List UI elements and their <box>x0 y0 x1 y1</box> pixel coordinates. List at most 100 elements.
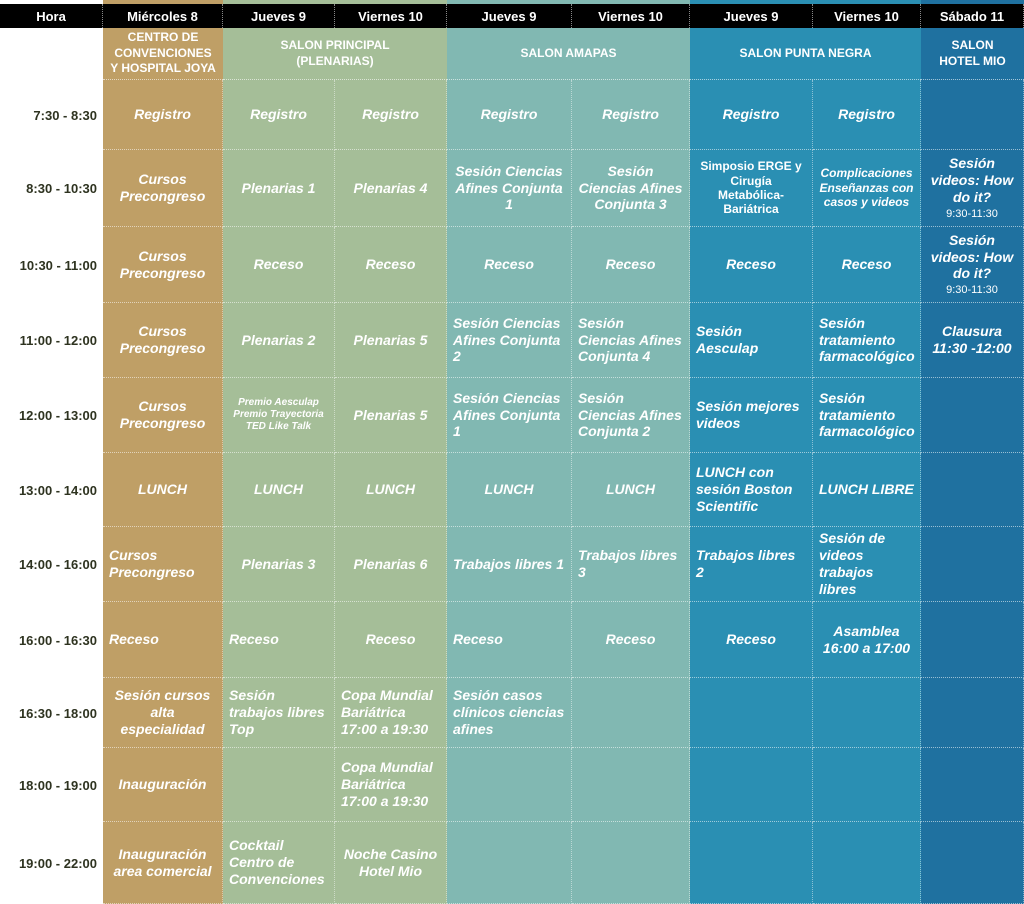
session-title: Receso <box>453 631 503 648</box>
session-title: Receso <box>726 256 776 273</box>
session-title: Registro <box>602 106 659 123</box>
session-cell <box>921 678 1024 748</box>
room-name: CENTRO DE CONVENCIONES Y HOSPITAL JOYA <box>103 28 223 80</box>
session-cell: LUNCH LIBRE <box>813 453 921 527</box>
session-cell <box>690 678 813 748</box>
session-cell: Clausura 11:30 -12:00 <box>921 303 1024 378</box>
session-cell: Receso <box>223 602 335 678</box>
session-cell: Asamblea 16:00 a 17:00 <box>813 602 921 678</box>
session-cell <box>813 748 921 822</box>
session-cell: Registro <box>447 80 572 150</box>
session-title: Registro <box>362 106 419 123</box>
session-title: Receso <box>109 631 159 648</box>
session-title: Sesión cursos alta especialidad <box>114 687 211 737</box>
room-name: SALON HOTEL MIO <box>921 28 1024 80</box>
session-title: LUNCH <box>484 481 534 498</box>
session-cell: Plenarias 2 <box>223 303 335 378</box>
session-title: Registro <box>838 106 895 123</box>
time-slot: 7:30 - 8:30 <box>33 107 97 123</box>
session-title: Plenarias 5 <box>353 406 428 423</box>
session-cell: LUNCH <box>103 453 223 527</box>
time-slot: 19:00 - 22:00 <box>18 855 97 871</box>
session-cell: LUNCH <box>447 453 572 527</box>
session-title: LUNCH <box>366 481 415 498</box>
session-cell: Plenarias 5 <box>335 378 447 453</box>
session-title: Sesión trabajos libres Top <box>229 687 325 737</box>
session-cell: Trabajos libres 2 <box>690 527 813 602</box>
time-slot: 8:30 - 10:30 <box>26 181 97 196</box>
session-time: 9:30-11:30 <box>946 284 998 297</box>
session-title: Plenarias 5 <box>353 331 428 348</box>
session-cell <box>223 748 335 822</box>
session-cell <box>921 453 1024 527</box>
session-title: Plenarias 1 <box>241 179 316 196</box>
session-cell: Registro <box>335 80 447 150</box>
session-cell <box>921 527 1024 602</box>
session-cell <box>572 748 690 822</box>
session-title: Registro <box>134 106 191 123</box>
header-day: Sábado 11 <box>921 4 1024 28</box>
session-title: Receso <box>365 631 416 648</box>
session-cell: Sesión videos: How do it? 9:30-11:30 <box>921 150 1024 227</box>
session-cell: Sesión Ciencias Afines Conjunta 2 <box>572 378 690 453</box>
time-slot: 16:00 - 16:30 <box>18 632 97 648</box>
session-cell: Plenarias 5 <box>335 303 447 378</box>
session-cell: LUNCH <box>572 453 690 527</box>
session-title: Receso <box>605 631 656 648</box>
session-title: Cursos Precongreso <box>119 247 206 281</box>
session-title: Sesión Ciencias Afines Conjunta 1 <box>455 162 563 213</box>
time-slot: 13:00 - 14:00 <box>18 482 97 498</box>
session-cell: Inauguración area comercial <box>103 822 223 904</box>
session-cell: Cursos Precongreso <box>103 227 223 303</box>
session-cell: LUNCH <box>223 453 335 527</box>
header-day: Hora <box>0 4 103 28</box>
session-cell: Receso <box>335 227 447 303</box>
session-cell <box>921 822 1024 904</box>
session-cell: Sesión Ciencias Afines Conjunta 2 <box>447 303 572 378</box>
header-day: Viernes 10 <box>335 4 447 28</box>
session-cell: Receso <box>335 602 447 678</box>
session-title: Sesión Ciencias Afines Conjunta 3 <box>578 162 683 213</box>
session-title: Sesión Ciencias Afines Conjunta 4 <box>578 314 682 365</box>
session-cell: Receso <box>103 602 223 678</box>
session-title: LUNCH <box>606 481 655 498</box>
session-title: Cursos Precongreso <box>109 547 195 580</box>
session-cell <box>572 822 690 904</box>
session-title: Sesión Ciencias Afines Conjunta 2 <box>578 389 682 440</box>
room-name: SALON AMAPAS <box>447 28 690 80</box>
session-cell: Cursos Precongreso <box>103 303 223 378</box>
session-cell: Registro <box>103 80 223 150</box>
session-title: Receso <box>365 256 416 273</box>
session-cell <box>921 378 1024 453</box>
session-title: Trabajos libres 2 <box>696 547 796 580</box>
session-title: Receso <box>841 256 892 273</box>
session-cell <box>921 80 1024 150</box>
session-title: LUNCH con sesión Boston Scientific <box>696 464 793 514</box>
session-cell: Premio Aesculap Premio Trayectoria TED L… <box>223 378 335 453</box>
session-cell: Cursos Precongreso <box>103 527 223 602</box>
session-title: Receso <box>726 631 776 648</box>
session-title: Registro <box>480 106 538 123</box>
header-day: Miércoles 8 <box>103 4 223 28</box>
session-cell: Sesión Aesculap <box>690 303 813 378</box>
session-cell: Receso <box>447 227 572 303</box>
session-cell: Registro <box>223 80 335 150</box>
time-slot: 11:00 - 12:00 <box>19 333 97 348</box>
session-cell: Receso <box>223 227 335 303</box>
session-cell: Sesión casos clínicos ciencias afines <box>447 678 572 748</box>
session-title: Cursos Precongreso <box>119 171 206 204</box>
session-cell <box>572 678 690 748</box>
session-cell <box>447 822 572 904</box>
session-cell: Plenarias 6 <box>335 527 447 602</box>
header-day: Jueves 9 <box>223 4 335 28</box>
time-slot: 16:30 - 18:00 <box>18 705 97 721</box>
session-cell: Trabajos libres 3 <box>572 527 690 602</box>
session-cell: Cocktail Centro de Convenciones <box>223 822 335 904</box>
session-title: Sesión tratamiento farmacológico <box>819 314 915 365</box>
session-title: Complicaciones Enseñanzas con casos y vi… <box>819 166 914 210</box>
session-title: Trabajos libres 1 <box>453 555 565 572</box>
session-cell <box>447 748 572 822</box>
room-name: SALON PRINCIPAL (PLENARIAS) <box>223 28 447 80</box>
session-cell: Noche Casino Hotel Mio <box>335 822 447 904</box>
